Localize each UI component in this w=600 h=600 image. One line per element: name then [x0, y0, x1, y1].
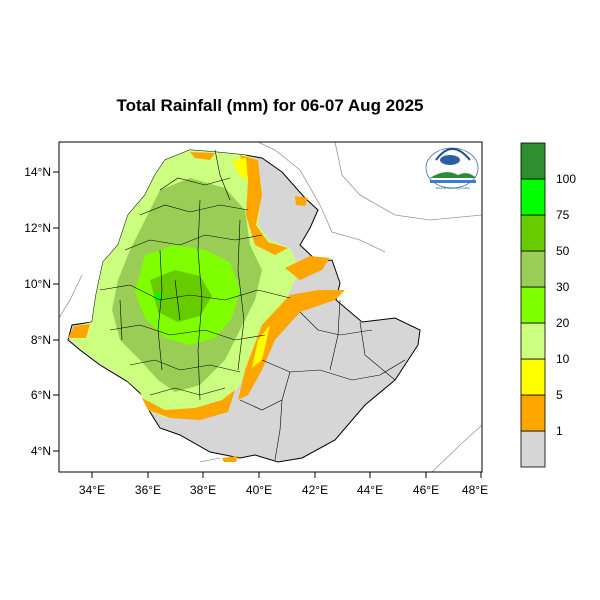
legend-swatch [520, 322, 546, 360]
legend-label: 1 [556, 424, 563, 438]
cloud-icon [440, 155, 460, 165]
map-frame [58, 141, 483, 473]
admin-boundaries [99, 149, 406, 461]
y-tick-label: 10°N [24, 277, 51, 291]
rainfall-peak [154, 293, 162, 301]
legend-label: 10 [556, 352, 570, 366]
x-tick-label: 42°E [302, 483, 328, 497]
legend-swatch [520, 214, 546, 252]
legend-label: 30 [556, 280, 570, 294]
x-tick-label: 36°E [135, 483, 161, 497]
rainfall-legend [520, 142, 546, 468]
rainfall-zone-1-5mm [68, 152, 345, 462]
rainfall-zone-5-10mm [232, 158, 270, 368]
neighbour-borders [59, 142, 482, 472]
map-title: Total Rainfall (mm) for 06-07 Aug 2025 [116, 96, 424, 115]
legend-swatch [520, 430, 546, 468]
y-tick-label: 6°N [31, 388, 51, 402]
legend-label: 5 [556, 388, 563, 402]
y-tick-label: 14°N [24, 165, 51, 179]
rainfall-zone-75-100mm [150, 270, 212, 322]
legend-label: 20 [556, 316, 570, 330]
logo-caption: Ethiopian Meteorology Institute [436, 187, 471, 190]
x-tick-label: 38°E [190, 483, 216, 497]
x-tick-label: 34°E [79, 483, 105, 497]
tick-marks [53, 171, 482, 478]
legend-swatch [520, 178, 546, 216]
legend-label: 50 [556, 244, 570, 258]
legend-swatch [520, 358, 546, 396]
x-tick-label: 46°E [413, 483, 439, 497]
y-tick-label: 12°N [24, 221, 51, 235]
y-tick-label: 4°N [31, 444, 51, 458]
x-tick-label: 48°E [462, 483, 488, 497]
x-tick-label: 44°E [357, 483, 383, 497]
legend-swatch [520, 394, 546, 432]
legend-swatch [520, 142, 546, 180]
legend-label: 75 [556, 208, 570, 222]
x-tick-label: 40°E [246, 483, 272, 497]
legend-swatch [520, 250, 546, 288]
y-tick-label: 8°N [31, 333, 51, 347]
institute-logo: Ethiopian Meteorology Institute [425, 147, 479, 190]
legend-swatch [520, 286, 546, 324]
legend-label: 100 [556, 172, 576, 186]
